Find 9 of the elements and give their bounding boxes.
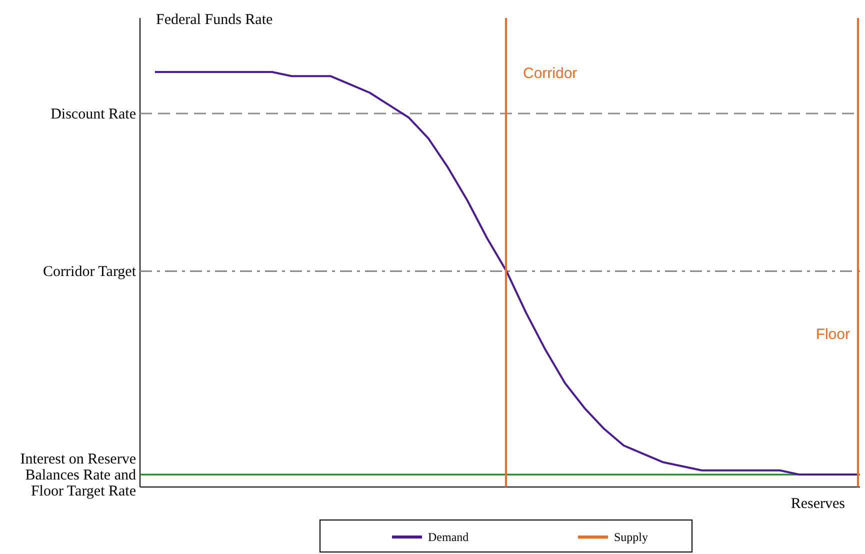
y-axis-title: Federal Funds Rate xyxy=(156,12,273,28)
annotation: Floor xyxy=(816,326,850,343)
ref-line-label: Corridor Target xyxy=(43,264,137,280)
legend-label: Demand xyxy=(428,530,469,544)
ref-line-label: Discount Rate xyxy=(50,106,136,122)
x-axis-title: Reserves xyxy=(790,496,846,512)
ref-line-label: Interest on Reserve Balances Rate and Floor Target Rate xyxy=(20,452,136,500)
annotation: Corridor xyxy=(523,65,578,82)
legend-label: Supply xyxy=(614,530,648,544)
